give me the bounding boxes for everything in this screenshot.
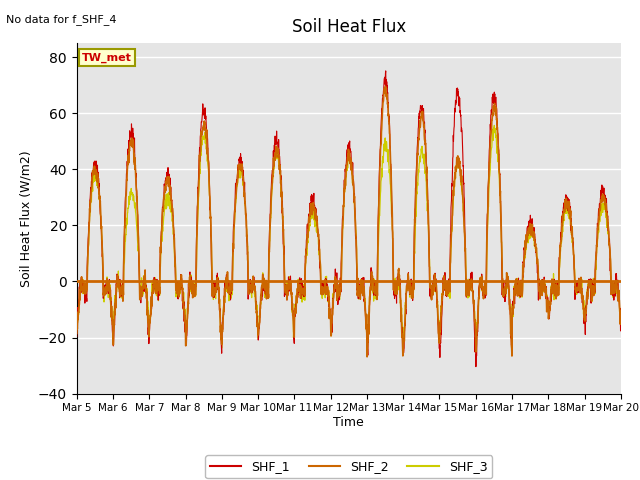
SHF_1 bbox=[225, 287, 232, 293]
SHF_1 bbox=[365, 339, 372, 345]
SHF_2 bbox=[225, 287, 232, 293]
SHF_2 bbox=[570, 245, 577, 251]
Line: SHF_1: SHF_1 bbox=[77, 71, 621, 367]
SHF_3 bbox=[225, 285, 232, 291]
SHF_2 bbox=[584, 287, 592, 293]
SHF_1 bbox=[472, 364, 480, 370]
Text: No data for f_SHF_4: No data for f_SHF_4 bbox=[6, 14, 117, 25]
SHF_3 bbox=[570, 246, 577, 252]
SHF_3 bbox=[617, 308, 625, 314]
SHF_3 bbox=[365, 310, 372, 316]
SHF_3 bbox=[73, 320, 81, 326]
SHF_2 bbox=[381, 84, 389, 89]
Legend: SHF_1, SHF_2, SHF_3: SHF_1, SHF_2, SHF_3 bbox=[205, 456, 492, 479]
Line: SHF_3: SHF_3 bbox=[77, 125, 621, 348]
SHF_1 bbox=[73, 334, 81, 339]
SHF_3 bbox=[376, 191, 384, 196]
SHF_1 bbox=[584, 288, 592, 294]
SHF_2 bbox=[508, 337, 515, 343]
SHF_2 bbox=[365, 322, 372, 327]
SHF_3 bbox=[508, 328, 515, 334]
SHF_2 bbox=[73, 331, 81, 336]
Text: TW_met: TW_met bbox=[82, 53, 132, 63]
SHF_3 bbox=[490, 122, 498, 128]
SHF_2 bbox=[376, 148, 384, 154]
Title: Soil Heat Flux: Soil Heat Flux bbox=[292, 18, 406, 36]
SHF_2 bbox=[364, 354, 371, 360]
SHF_1 bbox=[382, 68, 390, 74]
SHF_3 bbox=[218, 345, 225, 351]
SHF_1 bbox=[376, 146, 384, 152]
SHF_1 bbox=[508, 333, 515, 339]
SHF_1 bbox=[617, 313, 625, 319]
SHF_1 bbox=[570, 239, 577, 245]
Y-axis label: Soil Heat Flux (W/m2): Soil Heat Flux (W/m2) bbox=[19, 150, 33, 287]
X-axis label: Time: Time bbox=[333, 416, 364, 429]
SHF_2 bbox=[617, 319, 625, 324]
Line: SHF_2: SHF_2 bbox=[77, 86, 621, 357]
SHF_3 bbox=[584, 288, 592, 293]
